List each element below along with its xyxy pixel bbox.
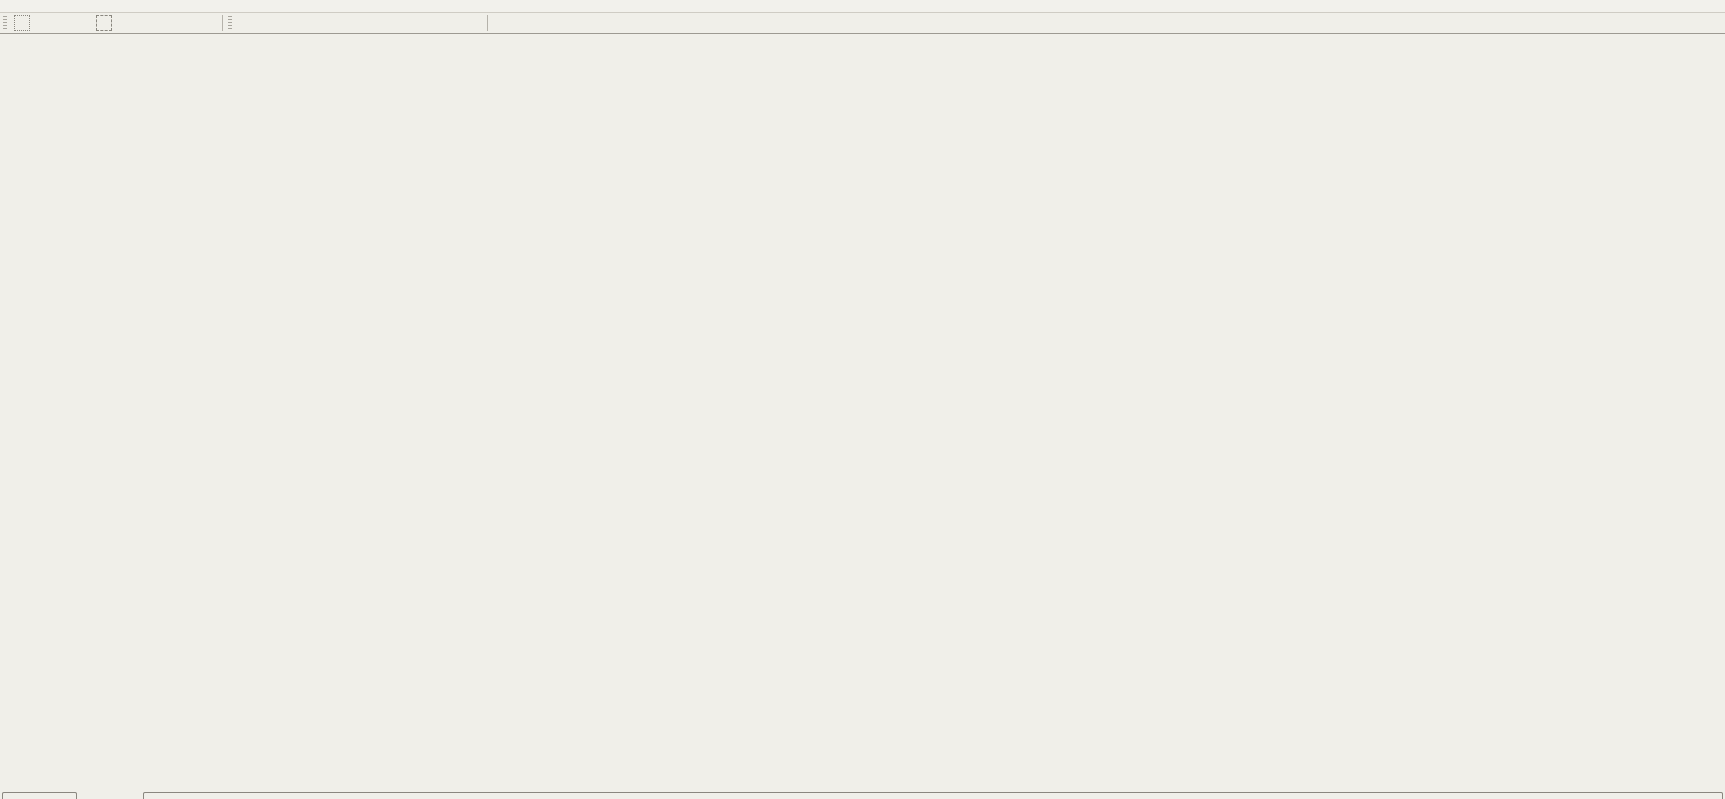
text-tool-icon[interactable] xyxy=(96,15,112,31)
fractal-grid-icon[interactable] xyxy=(14,15,30,31)
chart-tab[interactable] xyxy=(2,792,77,799)
chart-area[interactable] xyxy=(0,33,1725,799)
chevron-down-icon[interactable] xyxy=(160,14,172,31)
chart-tab-strip xyxy=(0,791,1725,799)
arrow-tools-icon[interactable] xyxy=(140,14,158,31)
toolbar-separator xyxy=(222,15,223,31)
toolbar-drag-handle[interactable] xyxy=(3,16,7,30)
toolbar-separator xyxy=(487,15,488,31)
chart-tab[interactable] xyxy=(143,792,1723,799)
toolbar xyxy=(0,13,1725,34)
label-a-icon[interactable] xyxy=(54,14,70,31)
toolbar-drag-handle[interactable] xyxy=(228,16,232,30)
upper-toolbar-cutoff xyxy=(0,0,1725,13)
